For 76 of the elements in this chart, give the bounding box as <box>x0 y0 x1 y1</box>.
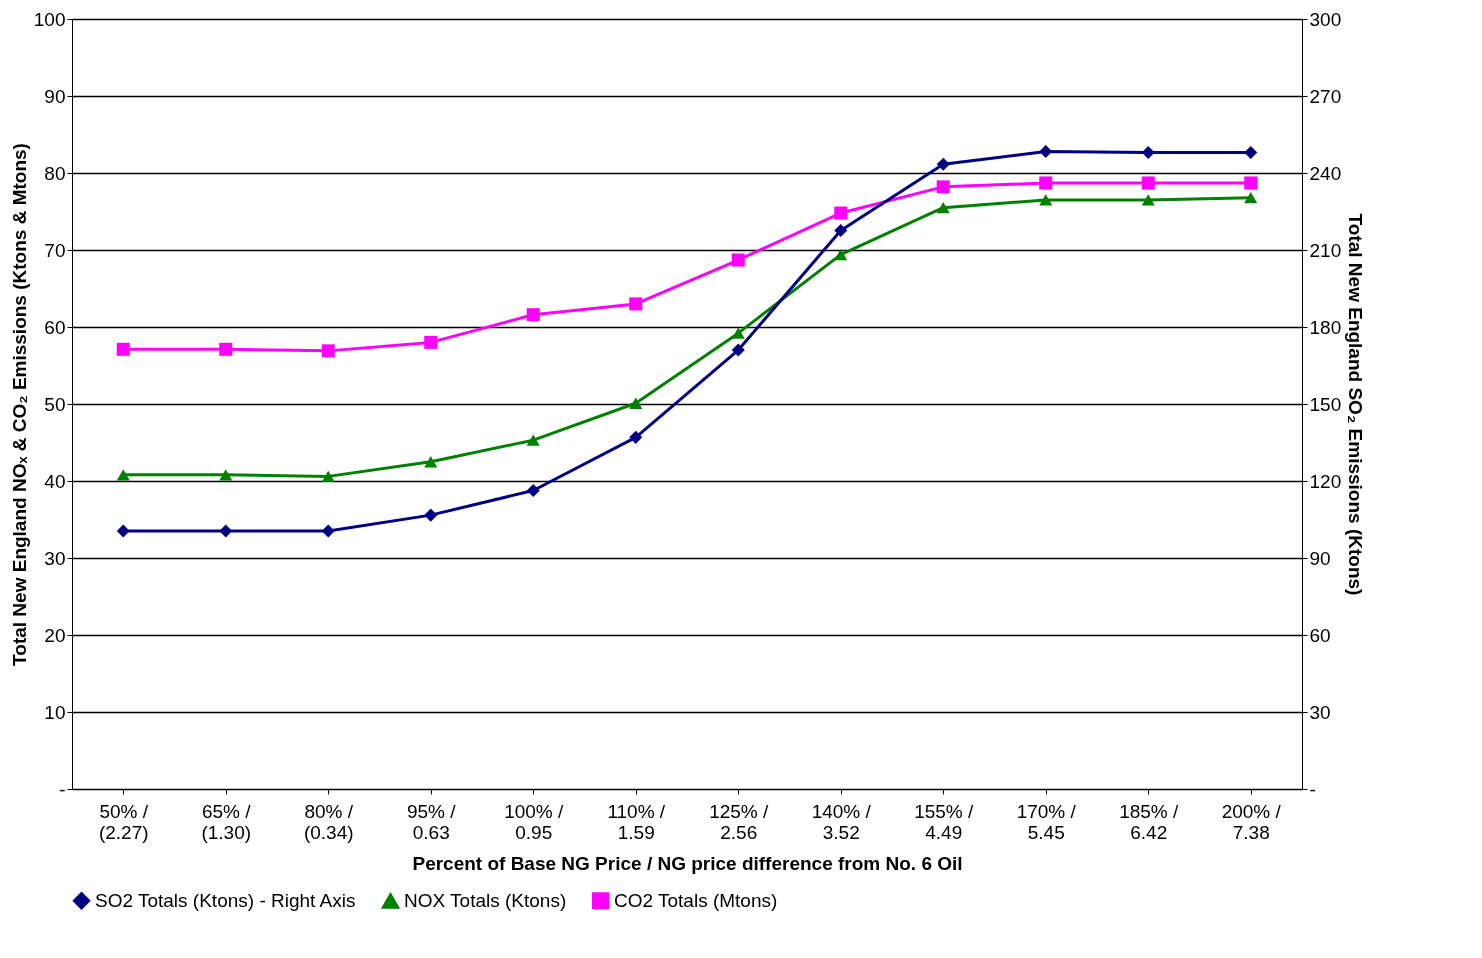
x-tick-label: 125% / 2.56 <box>709 800 770 843</box>
x-tick-label: 100% / 0.95 <box>504 800 565 843</box>
point <box>731 343 745 357</box>
x-axis-title: Percent of Base NG Price / NG price difference from No. 6 Oil <box>412 852 963 874</box>
point <box>424 335 438 349</box>
x-tick-label: 200% / 7.38 <box>1221 800 1282 843</box>
point <box>731 253 745 267</box>
y2-tick-label: 300 <box>1309 8 1342 30</box>
point <box>629 430 643 444</box>
point <box>116 524 130 538</box>
point <box>219 342 233 356</box>
legend-label: CO2 Totals (Mtons) <box>614 889 778 911</box>
point <box>219 469 233 481</box>
legend-label: NOX Totals (Ktons) <box>404 890 567 912</box>
y-axis-title: Total New England NOₓ & CO₂ Emissions (Ktons & Mtons) <box>8 143 30 666</box>
point <box>1141 176 1155 190</box>
y-tick-label: - <box>59 778 66 800</box>
y-tick-label: 70 <box>44 239 66 261</box>
y2-tick-label: 240 <box>1309 162 1342 184</box>
point <box>936 180 950 194</box>
point <box>936 157 950 171</box>
y2-tick-label: - <box>1309 778 1316 800</box>
point <box>1039 194 1053 206</box>
point <box>424 508 438 522</box>
point <box>1244 145 1258 159</box>
y2-tick-label: 30 <box>1309 701 1331 723</box>
y-tick-label: 100 <box>33 8 66 30</box>
y2-tick-label: 270 <box>1309 85 1342 107</box>
y-tick-label: 40 <box>44 470 66 492</box>
x-tick-label: 185% / 6.42 <box>1119 800 1180 843</box>
point <box>116 469 130 481</box>
point <box>1244 176 1258 190</box>
y2-tick-label: 90 <box>1309 547 1331 569</box>
y2-tick-label: 210 <box>1309 239 1342 261</box>
y-tick-label: 90 <box>44 85 66 107</box>
y-tick-label: 80 <box>44 162 66 184</box>
x-tick-label: 155% / 4.49 <box>914 800 975 843</box>
point <box>321 524 335 538</box>
y-tick-label: 30 <box>44 547 66 569</box>
point <box>1244 191 1258 204</box>
point <box>1039 176 1053 190</box>
y-tick-label: 50 <box>44 393 66 415</box>
x-tick-label: 80% / (0.34) <box>303 800 354 843</box>
point <box>116 342 130 356</box>
x-tick-label: 140% / 3.52 <box>811 800 872 843</box>
point <box>1141 145 1155 159</box>
point <box>731 327 745 339</box>
point <box>526 434 540 446</box>
x-tick-label: 110% / 1.59 <box>607 800 666 843</box>
point <box>321 344 335 358</box>
point <box>834 206 848 220</box>
y-tick-label: 20 <box>44 624 66 646</box>
point <box>629 397 643 409</box>
y2-tick-label: 180 <box>1309 316 1342 338</box>
y2-tick-label: 60 <box>1309 624 1331 646</box>
point <box>321 470 335 483</box>
y2-tick-label: 150 <box>1309 393 1342 415</box>
point <box>834 248 848 261</box>
point <box>1141 194 1155 206</box>
point <box>629 297 643 311</box>
point <box>526 308 540 322</box>
y-tick-label: 60 <box>44 316 66 338</box>
y2-axis-title: Total New England SO₂ Emissions (Ktons) <box>1345 213 1367 596</box>
y-tick-label: 10 <box>44 701 66 723</box>
y2-tick-label: 120 <box>1309 470 1342 492</box>
point <box>936 202 950 214</box>
x-tick-label: 95% / 0.63 <box>406 800 457 843</box>
x-tick-label: 170% / 5.45 <box>1016 800 1077 843</box>
point <box>526 483 540 498</box>
x-tick-label: 65% / (1.30) <box>201 800 252 843</box>
legend-label: SO2 Totals (Ktons) - Right Axis <box>95 889 356 911</box>
point <box>219 524 233 538</box>
x-tick-label: 50% / (2.27) <box>98 800 149 843</box>
point <box>1039 144 1053 158</box>
point <box>424 456 438 468</box>
point <box>834 223 848 238</box>
